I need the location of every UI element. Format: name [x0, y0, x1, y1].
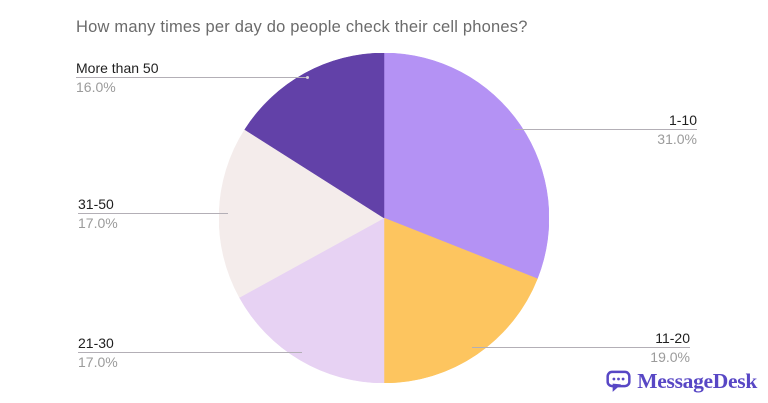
slice-callout-31-50: 31-50 17.0% [78, 196, 228, 231]
slice-percent: 17.0% [78, 354, 118, 370]
leader-line [76, 76, 309, 79]
slice-percent: 17.0% [78, 215, 118, 231]
pie-slice-more-than-50[interactable] [244, 53, 385, 219]
pie-slice-21-30[interactable] [239, 217, 385, 383]
slice-callout-more-than-50: More than 50 16.0% [76, 60, 309, 95]
slice-label: More than 50 [76, 60, 159, 76]
slice-label: 21-30 [78, 335, 114, 351]
pie-slice-11-20[interactable] [383, 217, 538, 383]
slice-callout-11-20: 11-20 19.0% [472, 330, 690, 365]
leader-line [78, 213, 228, 214]
chart-title: How many times per day do people check t… [76, 18, 528, 36]
leader-line [78, 352, 302, 353]
slice-percent: 31.0% [657, 131, 697, 147]
pie-slice-31-50[interactable] [219, 129, 385, 298]
slice-label: 31-50 [78, 196, 114, 212]
slice-percent: 16.0% [76, 79, 116, 95]
slice-label: 1-10 [668, 112, 697, 128]
slice-label: 11-20 [655, 330, 690, 346]
messagedesk-logo[interactable]: MessageDesk [606, 369, 757, 394]
slice-callout-21-30: 21-30 17.0% [78, 335, 302, 370]
slice-percent: 19.0% [650, 349, 690, 365]
logo-wordmark: MessageDesk [637, 369, 757, 393]
leader-line [515, 129, 697, 130]
chat-bubble-dots-icon [606, 370, 631, 392]
pie-slice-1-10[interactable] [383, 53, 549, 280]
pie-chart[interactable] [219, 53, 549, 383]
leader-line [472, 347, 690, 348]
slice-callout-1-10: 1-10 31.0% [515, 112, 697, 147]
